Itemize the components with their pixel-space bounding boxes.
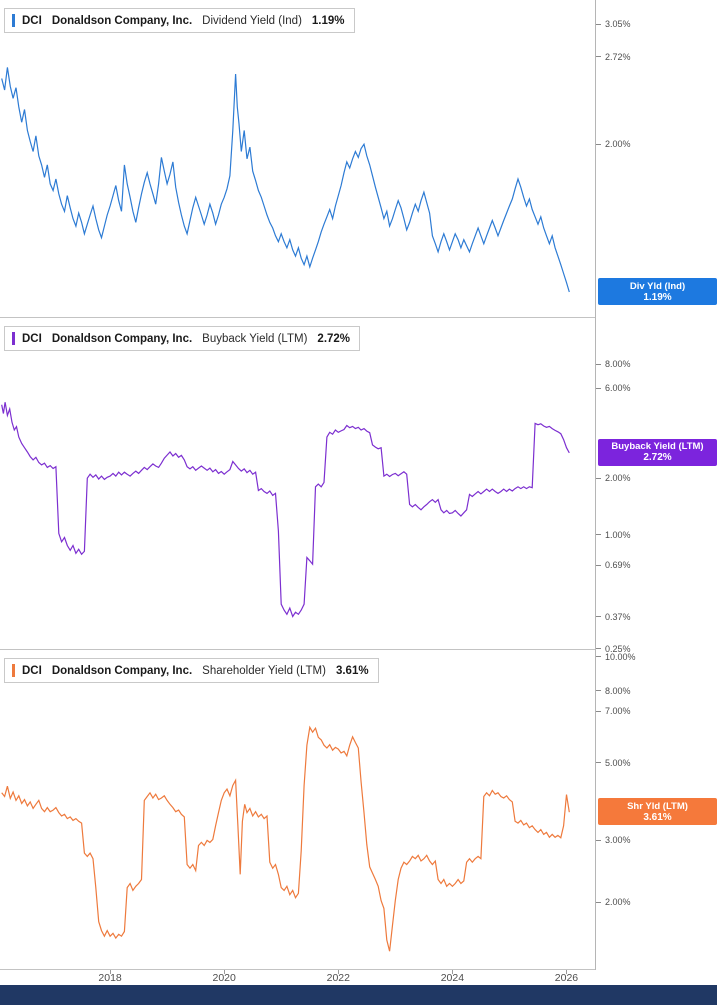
div-yield-last-value-badge: Div Yld (Ind) 1.19% [598, 278, 717, 306]
buyback-yield-plot[interactable] [0, 318, 595, 649]
tick-mark [596, 143, 601, 145]
x-axis-tick-label: 2020 [212, 972, 236, 984]
tick-text: 5.00% [605, 757, 631, 768]
tick-mark [596, 534, 601, 536]
x-tick-mark [338, 970, 340, 974]
pane-dividend-yield: DCI Donaldson Company, Inc. Dividend Yie… [0, 0, 595, 318]
x-tick-mark [566, 970, 568, 974]
tick-mark [596, 901, 601, 903]
tick-text: 2.72% [605, 51, 631, 62]
x-tick-mark [224, 970, 226, 974]
y-axis-tick-label: 0.25% [596, 643, 631, 655]
y-axis-tick-label: 2.72% [596, 51, 631, 63]
tick-mark [596, 710, 601, 712]
tick-mark [596, 839, 601, 841]
company-name: Donaldson Company, Inc. [51, 332, 193, 345]
tick-mark [596, 56, 601, 58]
metric-label: Shareholder Yield (LTM) [202, 664, 326, 677]
series-color-bar [12, 664, 15, 677]
tick-text: 1.00% [605, 529, 631, 540]
metric-label: Buyback Yield (LTM) [202, 332, 308, 345]
tick-text: 3.05% [605, 19, 631, 30]
legend-shareholder-yield[interactable]: DCI Donaldson Company, Inc. Shareholder … [4, 658, 379, 683]
legend-dividend-yield[interactable]: DCI Donaldson Company, Inc. Dividend Yie… [4, 8, 355, 33]
tick-mark [596, 690, 601, 692]
y-axis-tick-label: 8.00% [596, 358, 631, 370]
y-axis-tick-label: 1.00% [596, 529, 631, 541]
series-color-bar [12, 332, 15, 345]
div-yield-line [1, 67, 570, 293]
tick-text: 7.00% [605, 706, 631, 717]
y-axis-tick-label: 0.37% [596, 611, 631, 623]
tick-mark [596, 564, 601, 566]
y-axis-tick-label: 5.00% [596, 757, 631, 769]
metric-value: 1.19% [311, 14, 345, 27]
badge-value: 3.61% [643, 811, 672, 823]
y-axis-tick-label: 2.00% [596, 896, 631, 908]
tick-mark [596, 656, 601, 658]
x-tick-mark [452, 970, 454, 974]
right-axis[interactable]: 3.05% 2.72% 2.00% Div Yld (Ind) 1.19% 8.00% 6.… [595, 0, 717, 970]
y-axis-tick-label: 2.00% [596, 138, 631, 150]
y-axis-tick-label: 6.00% [596, 382, 631, 394]
tick-text: 8.00% [605, 359, 631, 370]
shareholder-yield-plot[interactable] [0, 650, 595, 969]
tick-text: 0.25% [605, 643, 631, 654]
ticker-symbol: DCI [22, 664, 42, 677]
pane-buyback-yield: DCI Donaldson Company, Inc. Buyback Yiel… [0, 318, 595, 650]
tick-text: 6.00% [605, 383, 631, 394]
badge-value: 1.19% [643, 291, 672, 303]
metric-value: 2.72% [317, 332, 351, 345]
company-name: Donaldson Company, Inc. [51, 664, 193, 677]
ticker-symbol: DCI [22, 332, 42, 345]
x-axis-tick-label: 2022 [326, 972, 350, 984]
x-axis-tick-label: 2026 [554, 972, 579, 984]
tick-mark [596, 363, 601, 365]
pane-shareholder-yield: DCI Donaldson Company, Inc. Shareholder … [0, 650, 595, 970]
metric-value: 3.61% [335, 664, 369, 677]
tick-text: 3.00% [605, 835, 631, 846]
tick-text: 10.00% [605, 651, 636, 662]
y-axis-tick-label: 10.00% [596, 651, 636, 663]
y-axis-tick-label: 7.00% [596, 705, 631, 717]
tick-text: 2.00% [605, 139, 631, 150]
tick-mark [596, 477, 601, 479]
shareholder-yield-line [1, 725, 570, 952]
legend-buyback-yield[interactable]: DCI Donaldson Company, Inc. Buyback Yiel… [4, 326, 361, 351]
badge-label: Shr Yld (LTM) [627, 800, 688, 812]
x-tick-mark [110, 970, 112, 974]
shareholder-yield-last-value-badge: Shr Yld (LTM) 3.61% [598, 798, 717, 826]
dividend-yield-plot[interactable] [0, 0, 595, 317]
x-axis-tick-label: 2018 [98, 972, 122, 984]
y-axis-tick-label: 0.69% [596, 559, 631, 571]
ticker-symbol: DCI [22, 14, 42, 27]
y-axis-tick-label: 3.05% [596, 18, 631, 30]
buyback-yield-line [1, 402, 570, 618]
x-axis[interactable]: 2018 2020 2022 2024 2026 [0, 970, 717, 985]
buyback-yield-last-value-badge: Buyback Yield (LTM) 2.72% [598, 438, 717, 466]
badge-value: 2.72% [643, 452, 672, 464]
bottom-bar [0, 985, 717, 1005]
tick-mark [596, 616, 601, 618]
tick-text: 2.00% [605, 473, 631, 484]
chart-panes: DCI Donaldson Company, Inc. Dividend Yie… [0, 0, 595, 970]
x-axis-tick-label: 2024 [440, 972, 465, 984]
tick-text: 8.00% [605, 685, 631, 696]
tick-mark [596, 762, 601, 763]
tick-mark [596, 23, 601, 25]
metric-label: Dividend Yield (Ind) [202, 14, 302, 27]
tick-mark [596, 648, 601, 650]
series-color-bar [12, 14, 15, 27]
tick-text: 0.37% [605, 611, 631, 622]
badge-label: Buyback Yield (LTM) [611, 441, 704, 453]
tick-mark [596, 387, 601, 389]
y-axis-tick-label: 3.00% [596, 834, 631, 846]
y-axis-tick-label: 2.00% [596, 472, 631, 484]
company-name: Donaldson Company, Inc. [51, 14, 193, 27]
tick-text: 0.69% [605, 560, 631, 571]
y-axis-tick-label: 8.00% [596, 685, 631, 697]
tick-text: 2.00% [605, 897, 631, 908]
badge-label: Div Yld (Ind) [629, 280, 686, 292]
